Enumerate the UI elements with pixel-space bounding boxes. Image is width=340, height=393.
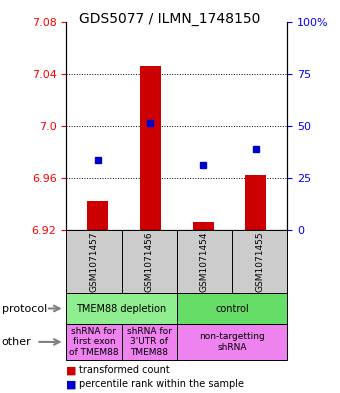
Text: shRNA for
first exon
of TMEM88: shRNA for first exon of TMEM88 [69, 327, 119, 357]
Text: protocol: protocol [2, 303, 47, 314]
Text: shRNA for
3'UTR of
TMEM88: shRNA for 3'UTR of TMEM88 [127, 327, 172, 357]
Text: TMEM88 depletion: TMEM88 depletion [76, 303, 167, 314]
Text: percentile rank within the sample: percentile rank within the sample [79, 379, 244, 389]
Text: GSM1071455: GSM1071455 [255, 231, 264, 292]
Text: other: other [2, 337, 31, 347]
Bar [87, 201, 108, 230]
Text: transformed count: transformed count [79, 365, 170, 375]
Text: non-targetting
shRNA: non-targetting shRNA [199, 332, 265, 352]
Text: GSM1071457: GSM1071457 [89, 231, 98, 292]
Text: ■: ■ [66, 365, 77, 375]
Text: control: control [215, 303, 249, 314]
Bar [192, 222, 214, 230]
Text: GSM1071456: GSM1071456 [145, 231, 154, 292]
Bar [140, 66, 161, 230]
Bar [245, 175, 266, 230]
Text: ■: ■ [66, 379, 77, 389]
Text: GDS5077 / ILMN_1748150: GDS5077 / ILMN_1748150 [79, 12, 261, 26]
Text: GSM1071454: GSM1071454 [200, 231, 209, 292]
